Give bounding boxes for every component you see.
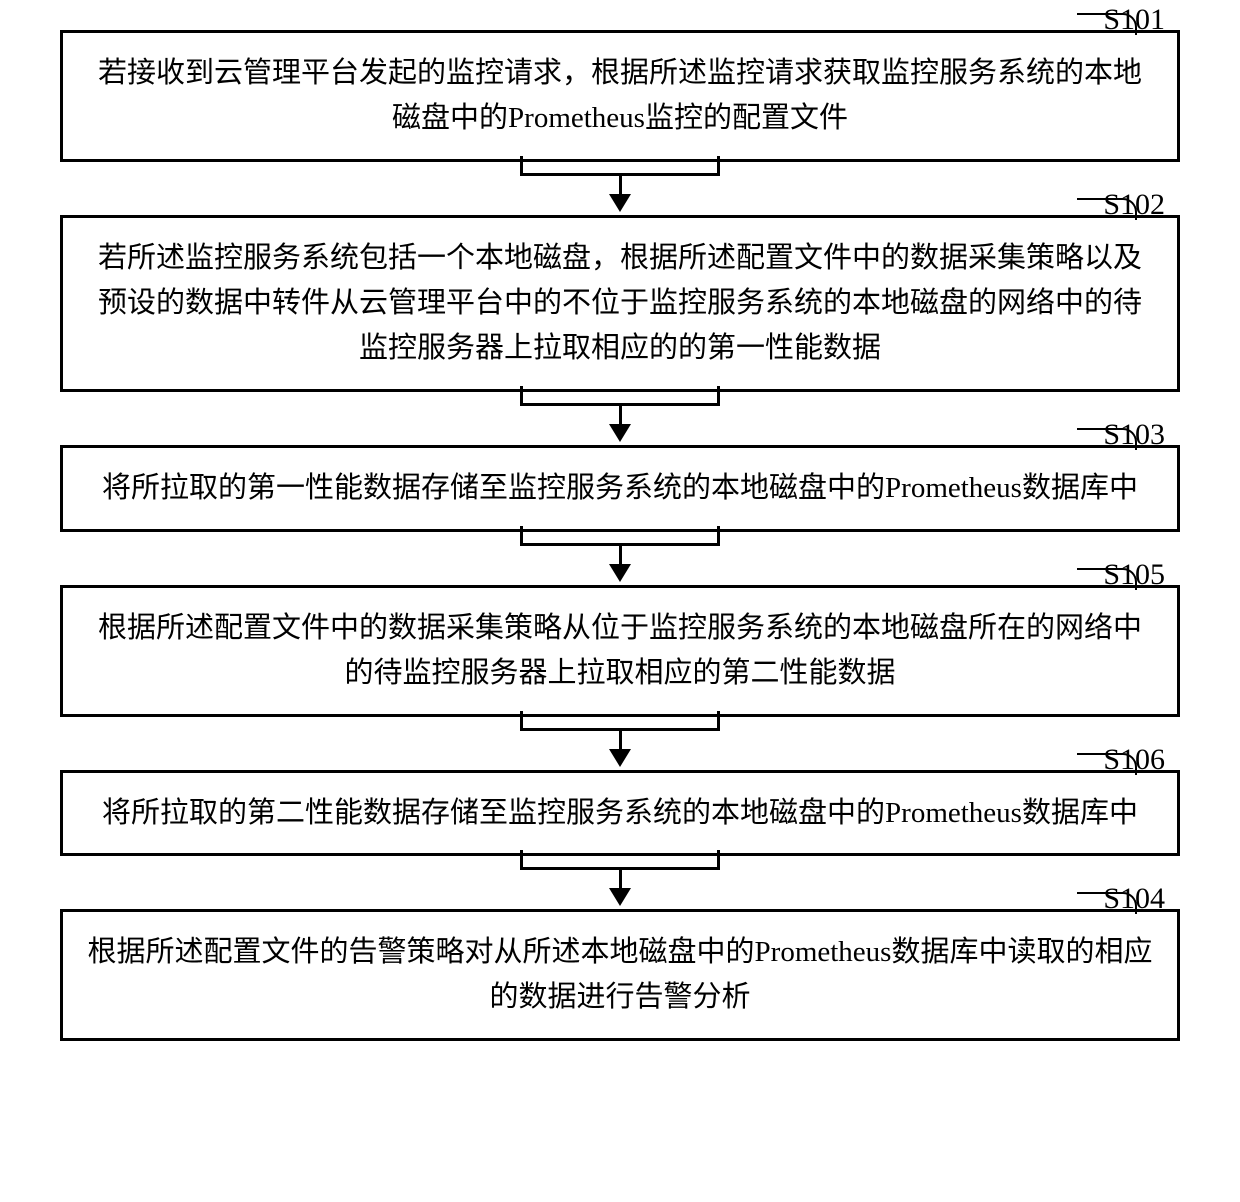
step-text: 将所拉取的第一性能数据存储至监控服务系统的本地磁盘中的Prometheus数据库… <box>102 472 1138 504</box>
flow-arrow <box>520 389 720 442</box>
step-s104: S104 根据所述配置文件的告警策略对从所述本地磁盘中的Prometheus数据… <box>40 909 1200 1041</box>
arrow-hook <box>520 156 720 176</box>
arrow-stem <box>619 176 622 196</box>
arrow-head-icon <box>609 888 631 906</box>
arrow-hook <box>520 526 720 546</box>
flow-arrow <box>520 159 720 212</box>
step-text: 若接收到云管理平台发起的监控请求，根据所述监控请求获取监控服务系统的本地磁盘中的… <box>98 57 1142 134</box>
step-label: S101 <box>1103 0 1165 44</box>
arrow-head-icon <box>609 424 631 442</box>
step-label: S103 <box>1103 412 1165 459</box>
flowchart-container: S101 若接收到云管理平台发起的监控请求，根据所述监控请求获取监控服务系统的本… <box>40 30 1200 1041</box>
arrow-stem <box>619 546 622 566</box>
arrow-head-icon <box>609 564 631 582</box>
step-box: S103 将所拉取的第一性能数据存储至监控服务系统的本地磁盘中的Promethe… <box>60 445 1180 532</box>
flow-arrow <box>520 853 720 906</box>
flow-arrow <box>520 714 720 767</box>
arrow-stem <box>619 731 622 751</box>
arrow-hook <box>520 850 720 870</box>
step-s101: S101 若接收到云管理平台发起的监控请求，根据所述监控请求获取监控服务系统的本… <box>40 30 1200 215</box>
step-box: S105 根据所述配置文件中的数据采集策略从位于监控服务系统的本地磁盘所在的网络… <box>60 585 1180 717</box>
arrow-head-icon <box>609 194 631 212</box>
arrow-head-icon <box>609 749 631 767</box>
arrow-hook <box>520 386 720 406</box>
step-s103: S103 将所拉取的第一性能数据存储至监控服务系统的本地磁盘中的Promethe… <box>40 445 1200 585</box>
step-text: 根据所述配置文件的告警策略对从所述本地磁盘中的Prometheus数据库中读取的… <box>88 936 1153 1013</box>
step-text: 若所述监控服务系统包括一个本地磁盘，根据所述配置文件中的数据采集策略以及预设的数… <box>98 242 1142 364</box>
step-box: S102 若所述监控服务系统包括一个本地磁盘，根据所述配置文件中的数据采集策略以… <box>60 215 1180 392</box>
step-text: 根据所述配置文件中的数据采集策略从位于监控服务系统的本地磁盘所在的网络中的待监控… <box>98 612 1142 689</box>
step-s106: S106 将所拉取的第二性能数据存储至监控服务系统的本地磁盘中的Promethe… <box>40 770 1200 910</box>
step-label: S102 <box>1103 182 1165 229</box>
arrow-hook <box>520 711 720 731</box>
step-box: S104 根据所述配置文件的告警策略对从所述本地磁盘中的Prometheus数据… <box>60 909 1180 1041</box>
step-text: 将所拉取的第二性能数据存储至监控服务系统的本地磁盘中的Prometheus数据库… <box>102 797 1138 829</box>
step-s105: S105 根据所述配置文件中的数据采集策略从位于监控服务系统的本地磁盘所在的网络… <box>40 585 1200 770</box>
arrow-stem <box>619 870 622 890</box>
arrow-stem <box>619 406 622 426</box>
step-label: S104 <box>1103 876 1165 923</box>
step-s102: S102 若所述监控服务系统包括一个本地磁盘，根据所述配置文件中的数据采集策略以… <box>40 215 1200 445</box>
flow-arrow <box>520 529 720 582</box>
step-box: S106 将所拉取的第二性能数据存储至监控服务系统的本地磁盘中的Promethe… <box>60 770 1180 857</box>
step-label: S106 <box>1103 737 1165 784</box>
step-label: S105 <box>1103 552 1165 599</box>
step-box: S101 若接收到云管理平台发起的监控请求，根据所述监控请求获取监控服务系统的本… <box>60 30 1180 162</box>
